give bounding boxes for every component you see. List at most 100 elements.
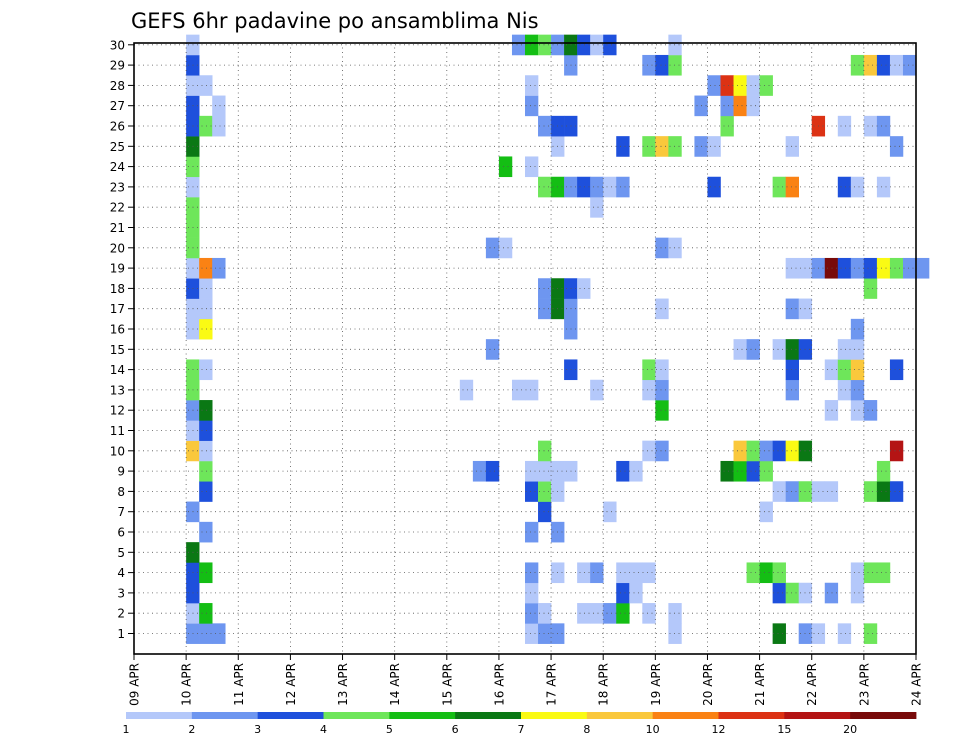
y-tick-label: 12 — [110, 404, 125, 418]
heatmap-cell — [772, 562, 786, 584]
y-tick-label: 2 — [117, 607, 125, 621]
heatmap-cell — [485, 460, 500, 482]
heatmap-cell — [525, 623, 539, 644]
colorbar-label: 2 — [188, 723, 195, 736]
heatmap-cell — [577, 603, 591, 624]
colorbar-swatch — [784, 712, 851, 719]
heatmap-cell — [538, 603, 552, 624]
heatmap-cell — [590, 603, 604, 624]
heatmap-cell — [525, 156, 539, 178]
colorbar-swatch — [323, 712, 390, 719]
heatmap-cell — [850, 318, 865, 340]
heatmap-cell — [863, 278, 878, 299]
heatmap-cell — [199, 298, 213, 320]
heatmap-cell — [199, 460, 213, 482]
y-tick-label: 9 — [117, 465, 125, 479]
heatmap-cell — [759, 562, 773, 584]
heatmap-cell — [199, 400, 213, 421]
y-tick-label: 5 — [117, 546, 125, 560]
heatmap-cell — [616, 136, 630, 157]
x-tick-label: 15 APR — [440, 663, 454, 706]
heatmap-cell — [733, 95, 747, 117]
heatmap-cell — [889, 257, 904, 279]
heatmap-cell — [668, 237, 682, 259]
y-tick-label: 24 — [110, 160, 125, 174]
heatmap-cell — [629, 460, 643, 482]
heatmap-cell — [772, 623, 786, 644]
heatmap-cell — [720, 75, 734, 96]
y-tick-label: 10 — [110, 444, 125, 458]
heatmap-cell — [876, 54, 891, 76]
y-axis-ticks: 1234567891011121314151617181920212223242… — [110, 38, 134, 641]
colorbar-swatch — [586, 712, 654, 719]
heatmap-cells — [186, 34, 930, 644]
heatmap-cell — [668, 623, 682, 644]
heatmap-cell — [616, 603, 630, 624]
heatmap-cell — [850, 176, 865, 198]
y-tick-label: 21 — [110, 221, 125, 235]
heatmap-cell — [511, 379, 526, 401]
heatmap-cell — [785, 298, 799, 320]
heatmap-cell — [199, 278, 213, 299]
heatmap-cell — [876, 176, 891, 198]
heatmap-cell — [863, 623, 878, 644]
y-tick-label: 19 — [110, 262, 125, 276]
heatmap-cell — [876, 562, 891, 584]
plot-border — [133, 42, 917, 655]
heatmap-cell — [668, 54, 682, 76]
heatmap-cell — [199, 562, 213, 584]
x-tick-label: 14 APR — [388, 663, 402, 706]
heatmap-cell — [655, 379, 669, 401]
heatmap-cell — [707, 136, 721, 157]
heatmap-cell — [642, 562, 656, 584]
heatmap-cell — [759, 501, 773, 523]
heatmap-cell — [655, 359, 669, 381]
heatmap-cell — [772, 339, 786, 360]
y-tick-label: 6 — [117, 526, 125, 540]
heatmap-cell — [720, 460, 734, 482]
heatmap-cell — [538, 298, 552, 320]
heatmap-cell — [785, 136, 799, 157]
heatmap-cell — [525, 603, 539, 624]
heatmap-cell — [538, 34, 552, 56]
y-tick-label: 1 — [117, 627, 125, 641]
x-tick-label: 18 APR — [597, 663, 611, 706]
heatmap-cell — [525, 562, 539, 584]
heatmap-cell — [876, 115, 891, 137]
x-axis-ticks: 09 APR 10 APR 11 APR 12 APR 13 APR 14 APR 15 A… — [128, 654, 924, 706]
y-tick-label: 28 — [110, 79, 125, 93]
heatmap-cell — [616, 562, 630, 584]
heatmap-cell — [498, 237, 513, 259]
heatmap-cell — [863, 562, 878, 584]
heatmap-cell — [824, 582, 839, 604]
x-tick-label: 20 APR — [701, 663, 715, 706]
heatmap-cell — [577, 562, 591, 584]
heatmap-cell — [824, 359, 839, 381]
heatmap-cell — [837, 115, 852, 137]
heatmap-cell — [850, 582, 865, 604]
heatmap-cell — [733, 339, 747, 360]
heatmap-cell — [642, 603, 656, 624]
heatmap-cell — [590, 562, 604, 584]
y-tick-label: 30 — [110, 38, 125, 52]
y-tick-label: 25 — [110, 140, 125, 154]
heatmap-cell — [538, 501, 552, 523]
y-tick-label: 20 — [110, 241, 125, 255]
y-tick-label: 27 — [110, 99, 125, 113]
heatmap-cell — [485, 237, 500, 259]
heatmap-cell — [889, 359, 904, 381]
heatmap-cell — [720, 95, 734, 117]
heatmap-cell — [772, 582, 786, 604]
heatmap-cell — [733, 460, 747, 482]
heatmap-cell — [863, 115, 878, 137]
heatmap-cell — [655, 54, 669, 76]
heatmap-cell — [863, 54, 878, 76]
chart-title: GEFS 6hr padavine po ansamblima Nis — [131, 9, 539, 33]
colorbar-swatch — [652, 712, 719, 719]
colorbar-label: 10 — [646, 723, 660, 736]
heatmap-cell — [850, 359, 865, 381]
heatmap-cell — [199, 318, 213, 340]
colorbar-label: 15 — [777, 723, 791, 736]
heatmap-cell — [590, 176, 604, 198]
